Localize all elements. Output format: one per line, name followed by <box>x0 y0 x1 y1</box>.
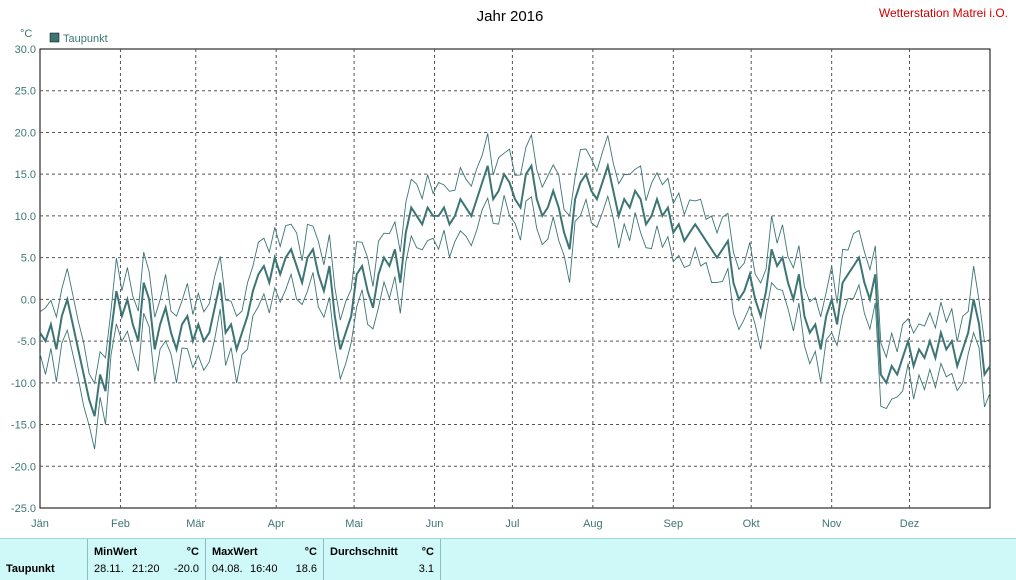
y-tick-label: 0.0 <box>21 294 36 306</box>
x-tick-label: Jun <box>426 518 444 530</box>
chart-title: Jahr 2016 <box>477 8 544 25</box>
series-taupunkt <box>39 133 991 450</box>
stats-min-date: 28.11. <box>94 563 124 575</box>
x-tick-label: Jän <box>31 518 49 530</box>
plot-area <box>39 48 991 509</box>
y-tick-label: 15.0 <box>15 169 36 181</box>
y-axis-ticks: 30.0 25.0 20.0 15.0 10.0 5.0 0.0 -5.0 -10.0 -15.0… <box>11 44 36 515</box>
grid <box>40 49 990 508</box>
station-name: Wetterstation Matrei i.O. <box>878 6 1008 20</box>
y-axis-unit: °C <box>20 28 32 40</box>
stats-table: Taupunkt MinWert °C 28.11. 21:20 -20.0 M… <box>0 538 1016 580</box>
stats-min-header: MinWert <box>94 546 138 558</box>
x-tick-label: Feb <box>111 518 130 530</box>
stats-min-unit: °C <box>186 546 199 558</box>
y-tick-label: 25.0 <box>15 86 36 98</box>
stats-max-value: 18.6 <box>295 563 317 575</box>
legend: Taupunkt <box>49 32 108 45</box>
x-tick-label: Mär <box>186 518 205 530</box>
y-tick-label: 10.0 <box>15 211 36 223</box>
legend-swatch <box>49 32 60 43</box>
stats-max-date: 04.08. <box>212 563 243 575</box>
stats-min-time: 21:20 <box>132 563 160 575</box>
x-tick-label: Aug <box>583 518 603 530</box>
x-tick-label: Nov <box>822 518 842 530</box>
series-max-line <box>39 133 991 385</box>
y-tick-label: -20.0 <box>11 461 36 473</box>
x-tick-label: Jul <box>505 518 519 530</box>
stats-avg-header: Durchschnitt <box>330 546 398 558</box>
y-tick-label: -5.0 <box>17 336 36 348</box>
x-tick-label: Dez <box>900 518 920 530</box>
stats-avg-value: 3.1 <box>418 563 434 575</box>
x-tick-label: Mai <box>345 518 363 530</box>
x-tick-label: Okt <box>743 518 760 530</box>
stats-max-time: 16:40 <box>250 563 278 575</box>
x-tick-label: Sep <box>664 518 684 530</box>
stats-row-label-cell: Taupunkt <box>0 539 88 580</box>
stats-min-value: -20.0 <box>173 563 199 575</box>
stats-max-unit: °C <box>304 546 317 558</box>
y-tick-label: 20.0 <box>15 127 36 139</box>
stats-max-header: MaxWert <box>212 546 258 558</box>
stats-min-cell: MinWert °C 28.11. 21:20 -20.0 <box>88 539 206 580</box>
stats-max-cell: MaxWert °C 04.08. 16:40 18.6 <box>206 539 324 580</box>
y-tick-label: -25.0 <box>11 503 36 515</box>
stats-avg-unit: °C <box>421 546 434 558</box>
y-tick-label: -15.0 <box>11 420 36 432</box>
legend-label: Taupunkt <box>63 33 108 45</box>
series-min-line <box>39 194 991 450</box>
dewpoint-chart: Jahr 2016 °C Taupunkt 30.0 25.0 20.0 15.0 10… <box>11 8 991 530</box>
y-tick-label: -10.0 <box>11 378 36 390</box>
x-axis-ticks: Jän Feb Mär Apr Mai Jun Jul Aug Sep Okt Nov Dez <box>31 518 919 530</box>
series-mean-line <box>39 161 991 417</box>
stats-row-label: Taupunkt <box>6 563 55 575</box>
stats-avg-cell: Durchschnitt °C 3.1 <box>324 539 441 580</box>
x-tick-label: Apr <box>268 518 285 530</box>
y-tick-label: 5.0 <box>21 253 36 265</box>
y-tick-label: 30.0 <box>15 44 36 56</box>
